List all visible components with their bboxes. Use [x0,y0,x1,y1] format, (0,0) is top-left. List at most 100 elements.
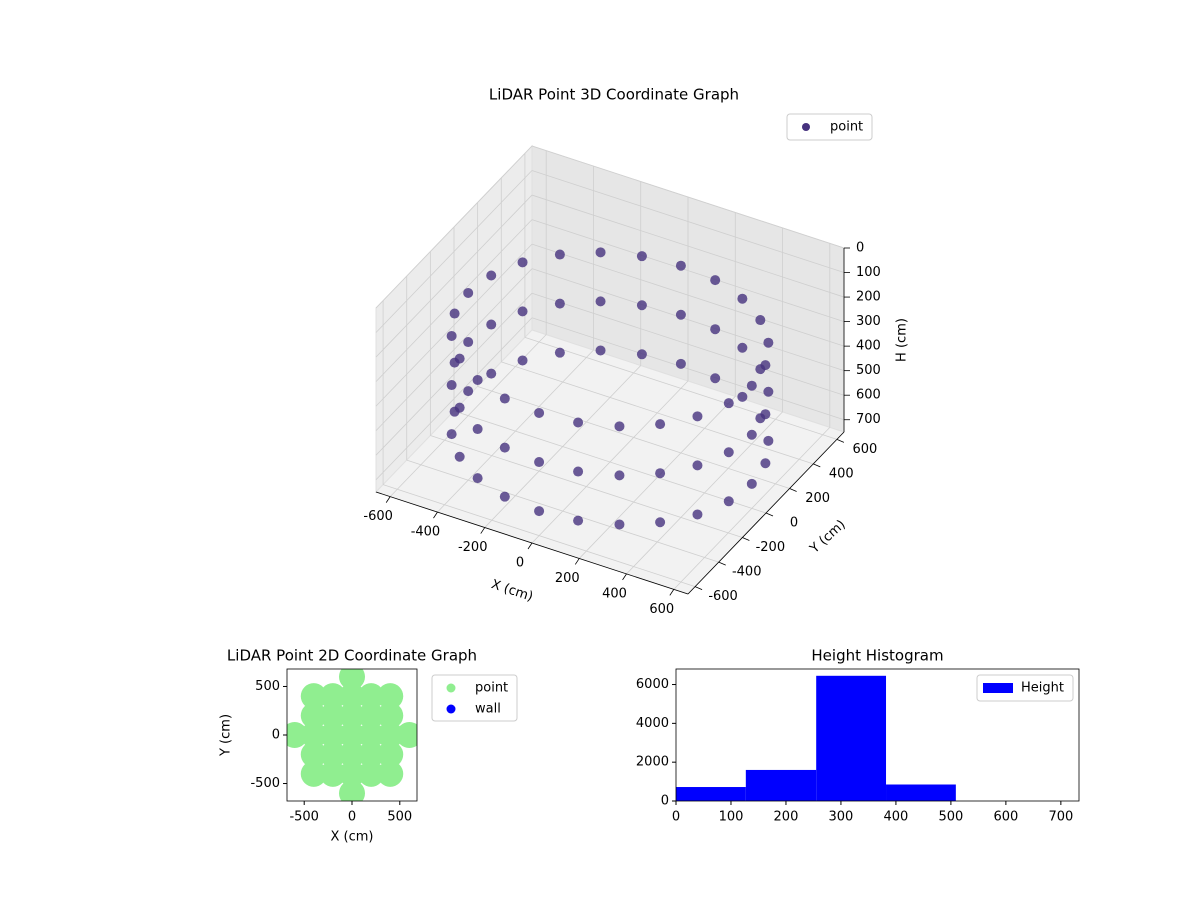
point [710,275,721,286]
bar [676,787,746,801]
grid-line [531,243,845,347]
point [636,349,647,360]
point [746,478,757,489]
x-tick [527,542,533,550]
point [319,702,346,729]
point [446,330,457,341]
x-axis-label: X (cm) [331,830,374,845]
grid-line [531,170,845,273]
y-tick [813,463,821,468]
x-tick [669,589,675,596]
point [319,683,346,710]
point [446,380,457,391]
z-tick-label: 500 [856,363,881,378]
grid-line [531,219,845,322]
z-axis-label: H (cm) [895,318,910,362]
y-tick-label: -400 [732,565,762,580]
grid-line [531,268,845,372]
y-axis [687,431,845,595]
point [692,411,703,422]
x-tick [574,558,580,565]
z-tick-label: 700 [856,412,881,427]
point [763,435,774,446]
y-tick-label: 6000 [636,677,669,692]
point [396,722,417,748]
grid-line [531,317,845,421]
point [358,702,385,729]
chart-title: Height Histogram [811,647,943,665]
y-tick [789,488,797,492]
point [517,355,528,366]
point [377,741,404,768]
grid-line [375,219,533,382]
legend-marker [983,683,1013,693]
point [763,386,774,397]
y-tick [765,512,774,517]
legend-frame [431,674,518,722]
point [655,517,666,528]
legend-label: point [475,681,508,696]
point [746,429,757,440]
y-tick [694,586,703,591]
point [486,368,497,379]
plot-hist: Height 0 100 200 300 400 500 600 700 0 2000 4000 600… [636,647,1080,825]
legend-frame [786,113,873,141]
point [755,364,766,375]
point [454,451,465,462]
point [463,386,474,397]
y-tick-label: 2000 [636,755,669,770]
x-tick-label: 500 [938,810,963,825]
grid-line [477,386,790,489]
point [300,722,327,748]
point [472,473,483,484]
grid-line [406,459,719,563]
grid-line [453,410,767,514]
y-tick-label: 4000 [636,716,669,731]
point [692,460,703,471]
point [614,470,625,481]
point [377,683,404,710]
grid-line [430,435,743,538]
point [655,468,666,479]
point [300,741,327,768]
y-tick-label: 500 [255,679,280,694]
legend-frame [976,674,1074,702]
point [534,506,545,517]
legend-label: point [830,120,863,135]
y-axis-label: Y (cm) [219,714,234,757]
y-tick-label: 400 [829,466,854,481]
point [517,257,528,268]
point [517,306,528,317]
point [573,417,584,428]
point [692,509,703,520]
y-tick-label: -200 [756,540,786,555]
bar [886,784,956,801]
grid-line [375,194,533,358]
point [449,357,460,368]
point [614,519,625,530]
point [463,287,474,298]
x-tick-label: 400 [602,586,627,601]
point [737,391,748,402]
point [300,702,327,729]
grid-line [375,268,533,431]
point [287,722,308,748]
points [287,669,417,801]
point [737,293,748,304]
bar [745,769,817,801]
point [377,722,404,748]
legend-label: wall [475,702,501,717]
bar [816,675,887,801]
x-tick-label: 0 [672,810,680,825]
x-tick [433,511,438,519]
x-tick-label: 600 [649,602,674,617]
plot-2d: point wall -500 0 500 -500 0 500 X (cm) Y (cm) LiD… [219,647,518,845]
legend-marker [446,704,456,714]
point [573,466,584,477]
point [573,515,584,526]
point [499,393,510,404]
z-tick-label: 400 [856,339,881,354]
point [755,315,766,326]
point [554,298,565,309]
z-tick-label: 600 [856,388,881,403]
